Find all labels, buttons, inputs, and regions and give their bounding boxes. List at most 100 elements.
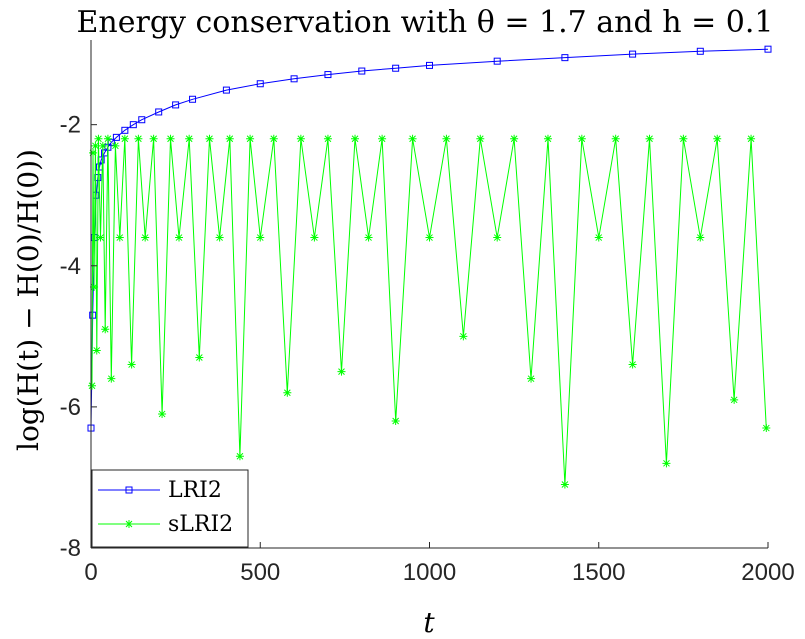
data-point (189, 95, 197, 103)
data-point (577, 134, 586, 143)
y-ticks: -8 -6 -4 -2 (60, 112, 97, 562)
data-point (296, 134, 305, 143)
data-point (175, 233, 184, 242)
data-point (269, 134, 278, 143)
data-point (747, 134, 756, 143)
data-point (115, 233, 124, 242)
x-tick-label: 500 (240, 559, 280, 586)
data-point (94, 134, 103, 143)
data-point (89, 148, 98, 157)
data-point (158, 409, 167, 418)
data-point (696, 47, 704, 55)
data-point (235, 452, 244, 461)
data-point (96, 233, 105, 242)
data-point (129, 121, 137, 129)
chart-title: Energy conservation with θ = 1.7 and h =… (77, 5, 774, 40)
data-point (459, 332, 468, 341)
data-point (127, 360, 136, 369)
data-point (696, 233, 705, 242)
data-point (426, 61, 433, 69)
data-point (762, 424, 771, 433)
data-point (149, 134, 158, 143)
data-point (91, 141, 100, 150)
data-point (358, 67, 366, 75)
data-point (103, 134, 112, 143)
data-point (764, 45, 772, 53)
y-tick-label: -2 (60, 112, 81, 139)
data-point (662, 459, 671, 468)
data-point (172, 101, 180, 109)
data-point (107, 374, 116, 383)
data-point (392, 64, 400, 72)
data-point (98, 141, 107, 150)
data-point (185, 134, 194, 143)
data-point (88, 381, 97, 390)
data-point (425, 233, 434, 242)
data-point (92, 346, 101, 355)
data-point (134, 134, 143, 143)
data-point (408, 134, 417, 143)
data-point (141, 233, 150, 242)
data-point (101, 325, 110, 334)
data-point (611, 134, 620, 143)
y-tick-label: -4 (60, 253, 81, 280)
data-point (493, 57, 501, 65)
data-point (166, 134, 175, 143)
data-point (561, 54, 569, 62)
y-axis-label: log(H(t) − H(0)/H(0)) (12, 149, 45, 451)
data-point (155, 108, 163, 116)
data-point (138, 116, 146, 124)
x-axis-label: t (423, 606, 435, 639)
data-point (442, 134, 451, 143)
data-point (324, 71, 332, 79)
data-point (90, 282, 99, 291)
data-point (195, 353, 204, 362)
data-point (713, 134, 722, 143)
series-layer (87, 45, 772, 489)
x-tick-label: 2000 (741, 559, 794, 586)
data-point (527, 374, 536, 383)
y-tick-label: -6 (60, 394, 81, 421)
legend: LRI2 sLRI2 (91, 469, 249, 548)
plot-background (91, 40, 768, 548)
plot-area (91, 40, 768, 548)
data-point (205, 134, 214, 143)
data-point (215, 233, 224, 242)
data-point (493, 233, 502, 242)
data-point (256, 233, 265, 242)
data-point (645, 134, 654, 143)
legend-label-slri2: sLRI2 (168, 512, 233, 537)
x-tick-label: 1500 (572, 559, 625, 586)
data-point (364, 233, 373, 242)
data-point (391, 417, 400, 425)
data-point (112, 133, 120, 141)
data-point (628, 360, 637, 369)
legend-label-lri2: LRI2 (168, 478, 222, 503)
x-ticks: 0 500 1000 1500 2000 (84, 542, 795, 586)
series-slri2 (88, 134, 771, 489)
data-point (283, 388, 292, 397)
data-point (730, 395, 739, 404)
x-tick-label: 0 (84, 559, 97, 586)
data-point (594, 233, 603, 242)
x-tick-label: 1000 (403, 559, 456, 586)
data-point (378, 134, 387, 143)
data-point (111, 141, 120, 150)
data-point (351, 134, 360, 143)
data-point (543, 134, 552, 143)
data-point (337, 367, 346, 376)
y-tick-label: -8 (60, 535, 81, 562)
data-point (679, 134, 688, 143)
data-point (510, 134, 519, 143)
data-point (476, 134, 485, 143)
data-point (120, 134, 129, 143)
data-point (225, 134, 234, 143)
data-point (560, 480, 569, 489)
legend-marker-slri2 (125, 520, 133, 528)
data-point (290, 75, 298, 83)
data-point (222, 86, 230, 94)
data-point (256, 80, 264, 88)
data-point (310, 233, 319, 242)
legend-box (91, 469, 249, 548)
